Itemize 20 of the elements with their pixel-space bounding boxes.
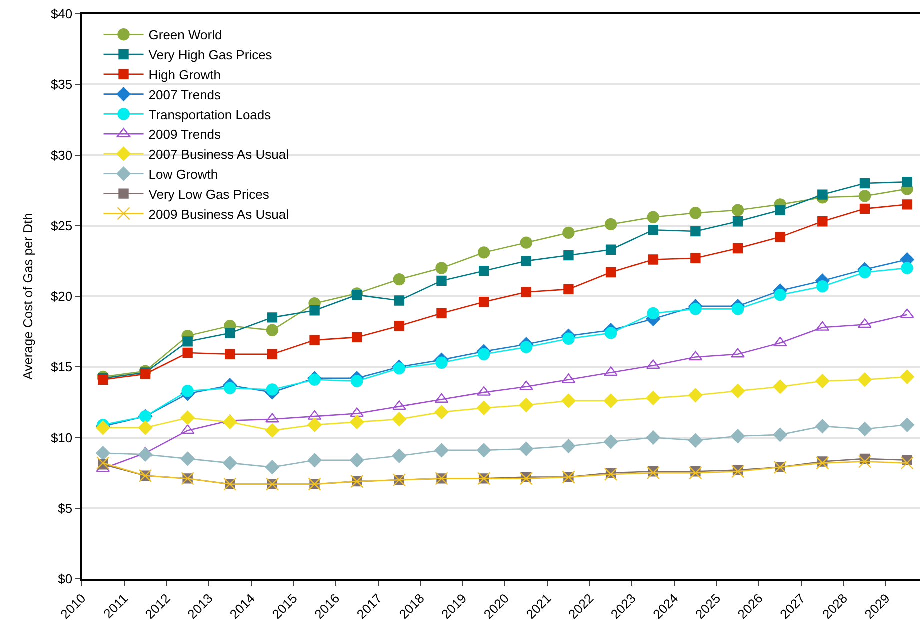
legend-label: 2007 Business As Usual — [148, 147, 290, 162]
legend-label: Green World — [148, 28, 222, 43]
y-tick-label: $15 — [50, 360, 73, 375]
y-axis-title: Average Cost of Gas per Dth — [20, 213, 36, 380]
y-tick-label: $20 — [50, 289, 73, 304]
y-tick-label: $30 — [50, 148, 73, 163]
y-tick-label: $25 — [50, 218, 73, 234]
legend-label: 2009 Trends — [148, 127, 222, 142]
legend-label: High Growth — [148, 67, 222, 82]
y-tick-label: $40 — [50, 6, 73, 22]
legend-label: 2007 Trends — [148, 87, 222, 102]
legend-label: Very Low Gas Prices — [148, 186, 270, 202]
y-tick-label: $0 — [58, 572, 73, 587]
legend-label: Low Growth — [148, 166, 218, 182]
y-tick-label: $35 — [50, 77, 73, 92]
legend-label: Very High Gas Prices — [148, 48, 273, 63]
y-tick-label: $5 — [58, 500, 73, 516]
legend-label: Transportation Loads — [148, 107, 272, 122]
y-tick-label: $10 — [50, 430, 73, 446]
legend-label: 2009 Business As Usual — [148, 206, 290, 222]
